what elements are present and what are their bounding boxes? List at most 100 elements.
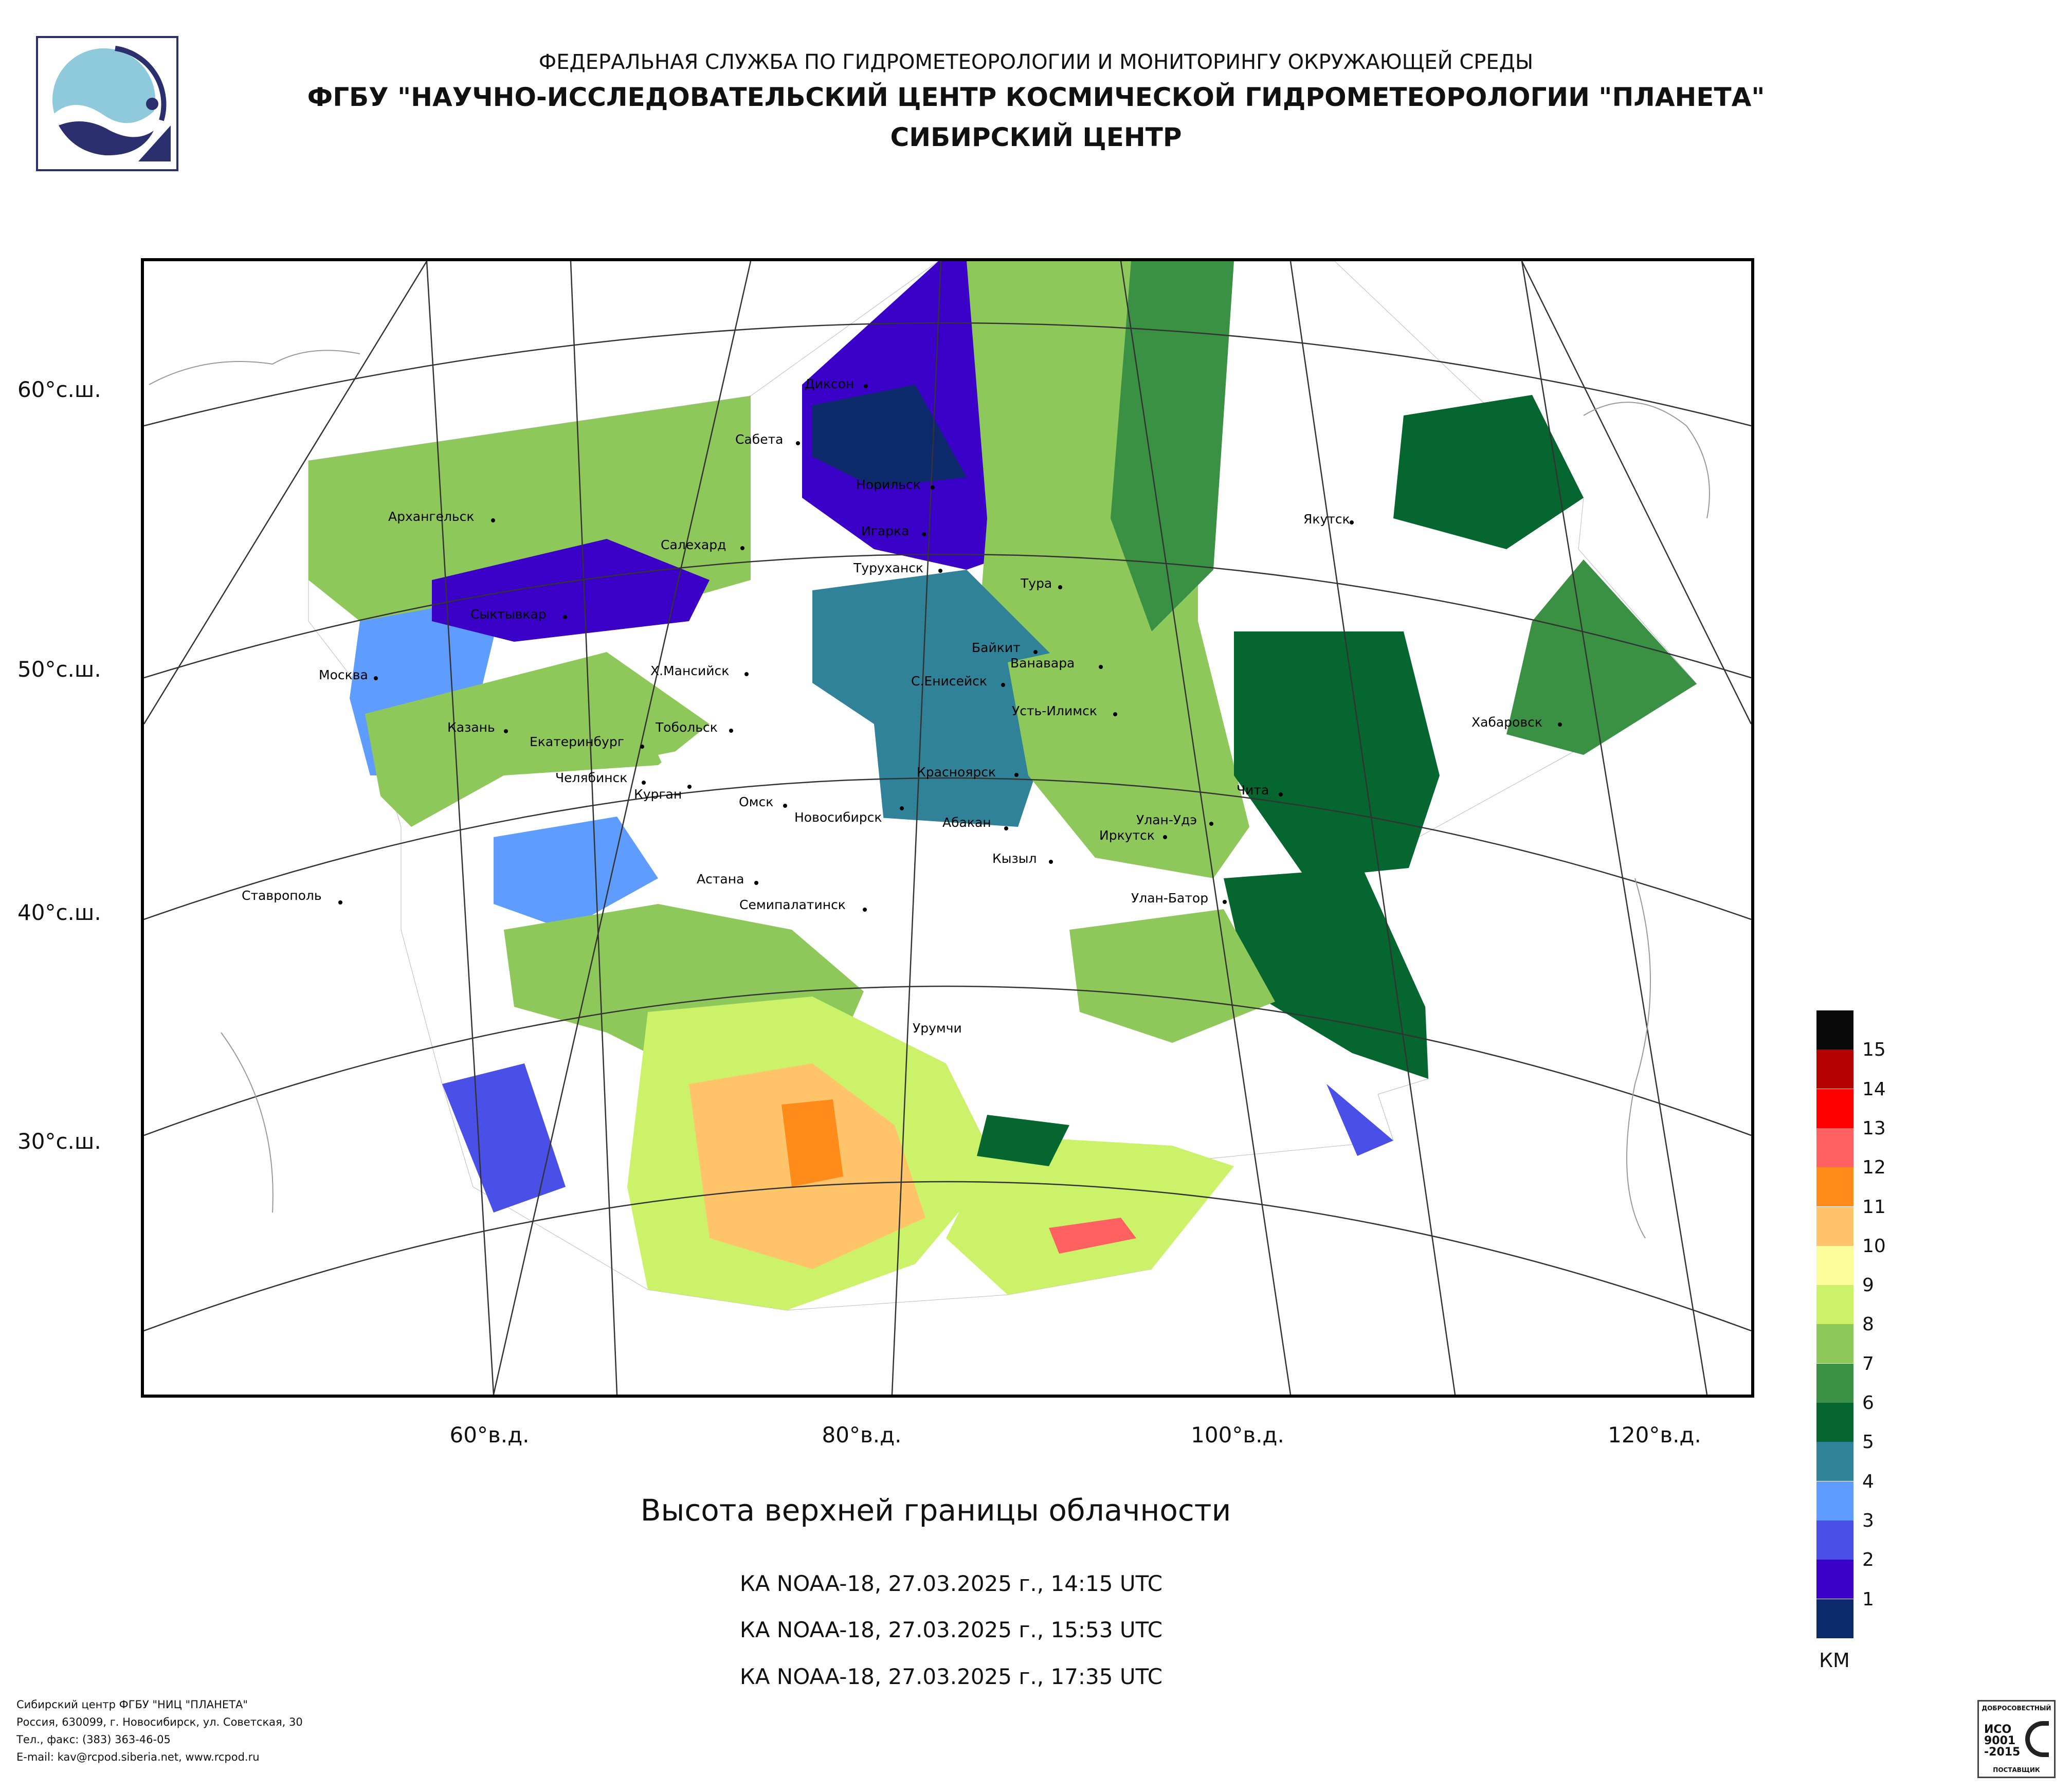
city-label: Красноярск bbox=[917, 765, 996, 780]
city-dot bbox=[744, 672, 749, 676]
lon-label-120: 120°в.д. bbox=[1608, 1422, 1701, 1448]
city-dot bbox=[374, 676, 378, 680]
legend-swatch bbox=[1816, 1245, 1853, 1285]
city-dot bbox=[1004, 826, 1008, 830]
city-label: Ставрополь bbox=[242, 888, 322, 903]
legend-label: 3 bbox=[1862, 1510, 1874, 1531]
satellite-pass-3: КА NOAA-18, 27.03.2025 г., 17:35 UTC bbox=[739, 1664, 1163, 1689]
city-label: Усть-Илимск bbox=[1012, 703, 1097, 718]
city-label: Тобольск bbox=[656, 720, 718, 735]
lon-label-100: 100°в.д. bbox=[1191, 1422, 1284, 1448]
city-label: С.Енисейск bbox=[911, 674, 988, 689]
city-dot bbox=[1350, 520, 1354, 524]
city-label: Игарка bbox=[861, 523, 910, 538]
legend-label: 6 bbox=[1862, 1392, 1874, 1414]
legend-swatch bbox=[1816, 1403, 1853, 1442]
legend-label: 2 bbox=[1862, 1549, 1874, 1571]
city-dot bbox=[1049, 860, 1053, 864]
city-dot bbox=[783, 804, 787, 808]
legend-label: 13 bbox=[1862, 1117, 1886, 1139]
legend-label: 12 bbox=[1862, 1157, 1886, 1179]
city-dot bbox=[938, 569, 942, 573]
legend-label: 15 bbox=[1862, 1039, 1886, 1061]
header-institute: ФГБУ "НАУЧНО-ИССЛЕДОВАТЕЛЬСКИЙ ЦЕНТР КОС… bbox=[307, 82, 1765, 112]
legend-label: 10 bbox=[1862, 1235, 1886, 1257]
city-dot bbox=[1058, 585, 1062, 589]
legend-label: 5 bbox=[1862, 1432, 1874, 1453]
city-dot bbox=[563, 615, 567, 619]
city-dot bbox=[338, 900, 342, 904]
legend-swatch bbox=[1816, 1089, 1853, 1128]
city-label: Чита bbox=[1237, 783, 1269, 798]
city-label: Якутск bbox=[1303, 512, 1350, 527]
legend-label: 9 bbox=[1862, 1275, 1874, 1296]
city-dot bbox=[900, 806, 904, 810]
city-label: Туруханск bbox=[853, 560, 924, 575]
legend-swatch bbox=[1816, 1324, 1853, 1364]
footer-email: E-mail: kav@rcpod.siberia.net, www.rcpod… bbox=[16, 1751, 260, 1763]
city-label: Омск bbox=[739, 794, 774, 809]
city-dot bbox=[864, 384, 868, 388]
city-label: Семипалатинск bbox=[739, 897, 846, 912]
city-dot bbox=[687, 785, 692, 789]
cloud-top-map bbox=[141, 258, 1754, 1398]
city-dot bbox=[1279, 792, 1283, 797]
satellite-pass-2: КА NOAA-18, 27.03.2025 г., 15:53 UTC bbox=[739, 1617, 1163, 1642]
product-title: Высота верхней границы облачности bbox=[640, 1493, 1231, 1528]
city-label: Норильск bbox=[856, 477, 921, 492]
city-dot bbox=[1113, 712, 1117, 716]
legend-label: 11 bbox=[1862, 1196, 1886, 1218]
city-dot bbox=[640, 745, 644, 749]
city-dot bbox=[504, 729, 508, 733]
footer-phone: Тел., факс: (383) 363-46-05 bbox=[16, 1733, 171, 1746]
city-label: Астана bbox=[697, 872, 744, 887]
city-dot bbox=[1558, 722, 1562, 727]
city-label: Новосибирск bbox=[794, 810, 882, 825]
city-label: Хабаровск bbox=[1471, 715, 1542, 730]
legend-swatch bbox=[1816, 1520, 1853, 1560]
city-label: Казань bbox=[447, 720, 495, 735]
legend-swatch bbox=[1816, 1285, 1853, 1325]
iso-certification-badge: ДОБРОСОВЕСТНЫЙ ИСО 9001 -2015 ПОСТАВЩИК bbox=[1977, 1700, 2056, 1778]
city-label: Курган bbox=[634, 787, 682, 802]
city-label: Абакан bbox=[942, 815, 991, 830]
city-label: Архангельск bbox=[388, 509, 475, 524]
lon-label-80: 80°в.д. bbox=[822, 1422, 902, 1448]
map-canvas bbox=[144, 261, 1751, 1395]
satellite-pass-1: КА NOAA-18, 27.03.2025 г., 14:15 UTC bbox=[739, 1571, 1163, 1596]
city-dot bbox=[796, 441, 800, 445]
city-dot bbox=[1099, 665, 1103, 669]
city-dot bbox=[754, 881, 758, 885]
iso-badge-c-mark bbox=[2025, 1721, 2049, 1757]
city-label: Салехард bbox=[661, 537, 726, 552]
city-label: Кызыл bbox=[992, 851, 1037, 866]
city-dot bbox=[922, 532, 926, 536]
city-label: Тура bbox=[1021, 576, 1052, 591]
footer-address: Россия, 630099, г. Новосибирск, ул. Сове… bbox=[16, 1716, 303, 1728]
city-dot bbox=[740, 546, 744, 550]
city-dot bbox=[1033, 650, 1038, 654]
city-dot bbox=[642, 781, 646, 785]
legend-swatch bbox=[1816, 1128, 1853, 1167]
city-label: Иркутск bbox=[1099, 828, 1155, 843]
lat-label-50: 50°с.ш. bbox=[17, 657, 101, 682]
city-dot bbox=[1223, 900, 1227, 904]
city-dot bbox=[1001, 683, 1005, 687]
city-label: Улан-Батор bbox=[1131, 891, 1209, 906]
city-label: Ванавара bbox=[1010, 656, 1075, 671]
planeta-logo bbox=[36, 36, 178, 171]
city-label: Москва bbox=[319, 667, 368, 682]
iso-badge-line3: -2015 bbox=[1984, 1746, 2021, 1759]
legend-label: 8 bbox=[1862, 1314, 1874, 1335]
city-label: Сабета bbox=[735, 432, 784, 447]
legend-swatch bbox=[1816, 1010, 1853, 1050]
legend-label: 4 bbox=[1862, 1471, 1874, 1492]
city-dot bbox=[491, 518, 495, 522]
city-dot bbox=[729, 729, 733, 733]
legend-swatch bbox=[1816, 1050, 1853, 1089]
city-label: Диксон bbox=[805, 376, 855, 391]
planeta-logo-emblem bbox=[52, 46, 171, 161]
legend-swatch bbox=[1816, 1167, 1853, 1207]
lat-label-40: 40°с.ш. bbox=[17, 900, 101, 925]
